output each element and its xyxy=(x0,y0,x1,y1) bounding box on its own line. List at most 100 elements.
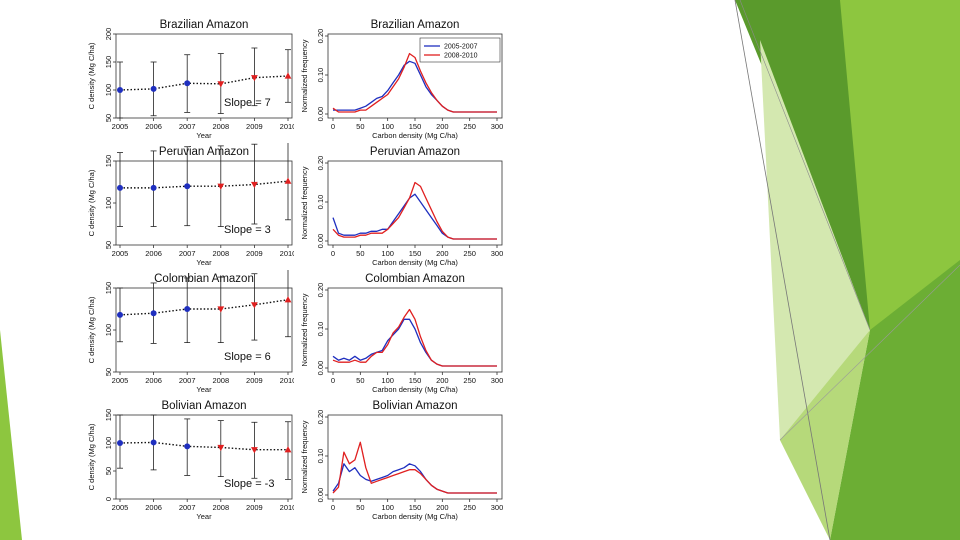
legend-box xyxy=(419,37,501,63)
x-tick-label: 50 xyxy=(356,376,364,385)
slope-label: Slope = 7 xyxy=(224,97,271,109)
panel-title: Brazilian Amazon xyxy=(371,19,460,31)
x-tick-label: 0 xyxy=(331,376,335,385)
x-tick-label: 2010 xyxy=(280,249,294,258)
series-line xyxy=(332,463,497,494)
point-marker xyxy=(150,439,157,446)
green-facet-lower xyxy=(780,330,870,540)
y-tick-label: 50 xyxy=(104,114,113,122)
y-tick-label: 100 xyxy=(104,324,113,337)
x-tick-label: 2010 xyxy=(280,376,294,385)
x-tick-label: 2007 xyxy=(179,503,196,512)
panel-title: Peruvian Amazon xyxy=(159,146,249,158)
x-tick-label: 100 xyxy=(381,376,394,385)
x-tick-label: 250 xyxy=(463,122,476,131)
y-tick-label: 50 xyxy=(104,241,113,249)
x-tick-label: 300 xyxy=(491,503,504,512)
x-axis-label: Year xyxy=(196,131,212,140)
point-marker xyxy=(184,183,191,190)
x-tick-label: 150 xyxy=(409,249,422,258)
x-tick-label: 2008 xyxy=(212,376,229,385)
point-marker xyxy=(284,296,292,303)
density-frequency-panel: Peruvian Amazon 0.00 0.10 0.20 0 50 100 150 200 2… xyxy=(300,146,504,267)
x-tick-label: 200 xyxy=(436,503,449,512)
point-marker xyxy=(150,310,157,317)
x-tick-label: 150 xyxy=(409,122,422,131)
y-tick-label: 0.10 xyxy=(316,195,325,210)
y-tick-label: 0.20 xyxy=(316,29,325,44)
x-tick-label: 2009 xyxy=(246,122,263,131)
point-marker xyxy=(251,447,258,454)
y-tick-label: 50 xyxy=(104,467,113,475)
point-marker xyxy=(117,87,123,93)
y-tick-label: 150 xyxy=(104,282,113,295)
x-tick-label: 200 xyxy=(436,122,449,131)
x-tick-label: 2007 xyxy=(179,249,196,258)
x-tick-label: 300 xyxy=(491,376,504,385)
slope-label: Slope = 6 xyxy=(224,351,271,363)
x-tick-label: 2009 xyxy=(246,249,263,258)
series-line xyxy=(333,60,497,113)
x-tick-label: 250 xyxy=(463,376,476,385)
x-tick-label: 2005 xyxy=(112,122,129,131)
point-marker xyxy=(251,75,258,82)
point-marker xyxy=(217,444,225,452)
trend-line xyxy=(119,299,289,316)
x-tick-label: 150 xyxy=(409,376,422,385)
x-tick-label: 2005 xyxy=(112,503,129,512)
x-axis-label: Year xyxy=(196,258,212,267)
trend-line xyxy=(119,441,288,451)
green-facet-mid xyxy=(830,260,960,540)
y-axis-label: C density (Mg C/ha) xyxy=(87,42,96,109)
decor-thin-line-2 xyxy=(739,0,871,331)
panel-title: Colombian Amazon xyxy=(154,273,254,285)
point-marker xyxy=(217,183,225,190)
x-tick-label: 2006 xyxy=(145,122,162,131)
point-marker xyxy=(184,80,191,87)
trend-line xyxy=(120,180,289,189)
trend-line xyxy=(119,75,289,91)
x-tick-label: 50 xyxy=(356,249,364,258)
point-marker xyxy=(117,311,123,318)
y-tick-label: 0.10 xyxy=(316,68,325,83)
x-tick-label: 0 xyxy=(331,122,335,131)
x-tick-label: 0 xyxy=(331,249,335,258)
y-tick-label: 0.10 xyxy=(316,322,325,337)
x-tick-label: 100 xyxy=(381,249,394,258)
y-axis-label: Normalized frequency xyxy=(300,420,309,493)
y-axis-label: C density (Mg C/ha) xyxy=(87,169,96,236)
slope-label: Slope = 3 xyxy=(224,224,271,236)
y-tick-label: 0 xyxy=(104,497,113,501)
y-axis-label: C density (Mg C/ha) xyxy=(87,423,96,490)
x-axis-label: Carbon density (Mg C/ha) xyxy=(372,131,458,140)
panel-title: Peruvian Amazon xyxy=(370,146,460,158)
x-tick-label: 50 xyxy=(356,122,364,131)
x-tick-label: 150 xyxy=(409,503,422,512)
point-marker xyxy=(251,181,258,189)
legend-label: 2008-2010 xyxy=(444,53,478,60)
x-tick-label: 2010 xyxy=(280,503,294,512)
x-axis-label: Carbon density (Mg C/ha) xyxy=(372,385,458,394)
x-tick-label: 2007 xyxy=(179,376,196,385)
x-tick-label: 2005 xyxy=(112,249,129,258)
year-density-panel: Bolivian Amazon 0 50 100 150 2005 2006 2007 2008… xyxy=(87,400,294,521)
point-marker xyxy=(284,446,292,453)
y-tick-label: 200 xyxy=(104,28,113,41)
x-tick-label: 300 xyxy=(491,122,504,131)
x-axis-label: Year xyxy=(196,385,212,394)
point-marker xyxy=(284,72,292,79)
y-tick-label: 100 xyxy=(104,197,113,210)
y-tick-label: 0.20 xyxy=(316,410,325,425)
x-tick-label: 2009 xyxy=(246,503,263,512)
density-frequency-panel: Bolivian Amazon 0.00 0.10 0.20 0 50 100 150 200 2… xyxy=(300,400,504,521)
year-density-panel: Colombian Amazon 50 100 150 2005 2006 2007 2008… xyxy=(87,270,294,394)
year-density-panel: Peruvian Amazon 50 100 150 2005 2006 2007 2008 2… xyxy=(87,143,294,267)
green-facet-left-strip xyxy=(0,330,22,540)
y-tick-label: 150 xyxy=(104,409,113,422)
y-tick-label: 100 xyxy=(104,437,113,450)
y-tick-label: 0.00 xyxy=(316,234,325,249)
x-tick-label: 300 xyxy=(491,249,504,258)
point-marker xyxy=(117,184,123,191)
year-density-panel: Brazilian Amazon 50 100 150 200 2005 2006 2007 2… xyxy=(87,19,294,140)
y-tick-label: 0.00 xyxy=(316,107,325,122)
